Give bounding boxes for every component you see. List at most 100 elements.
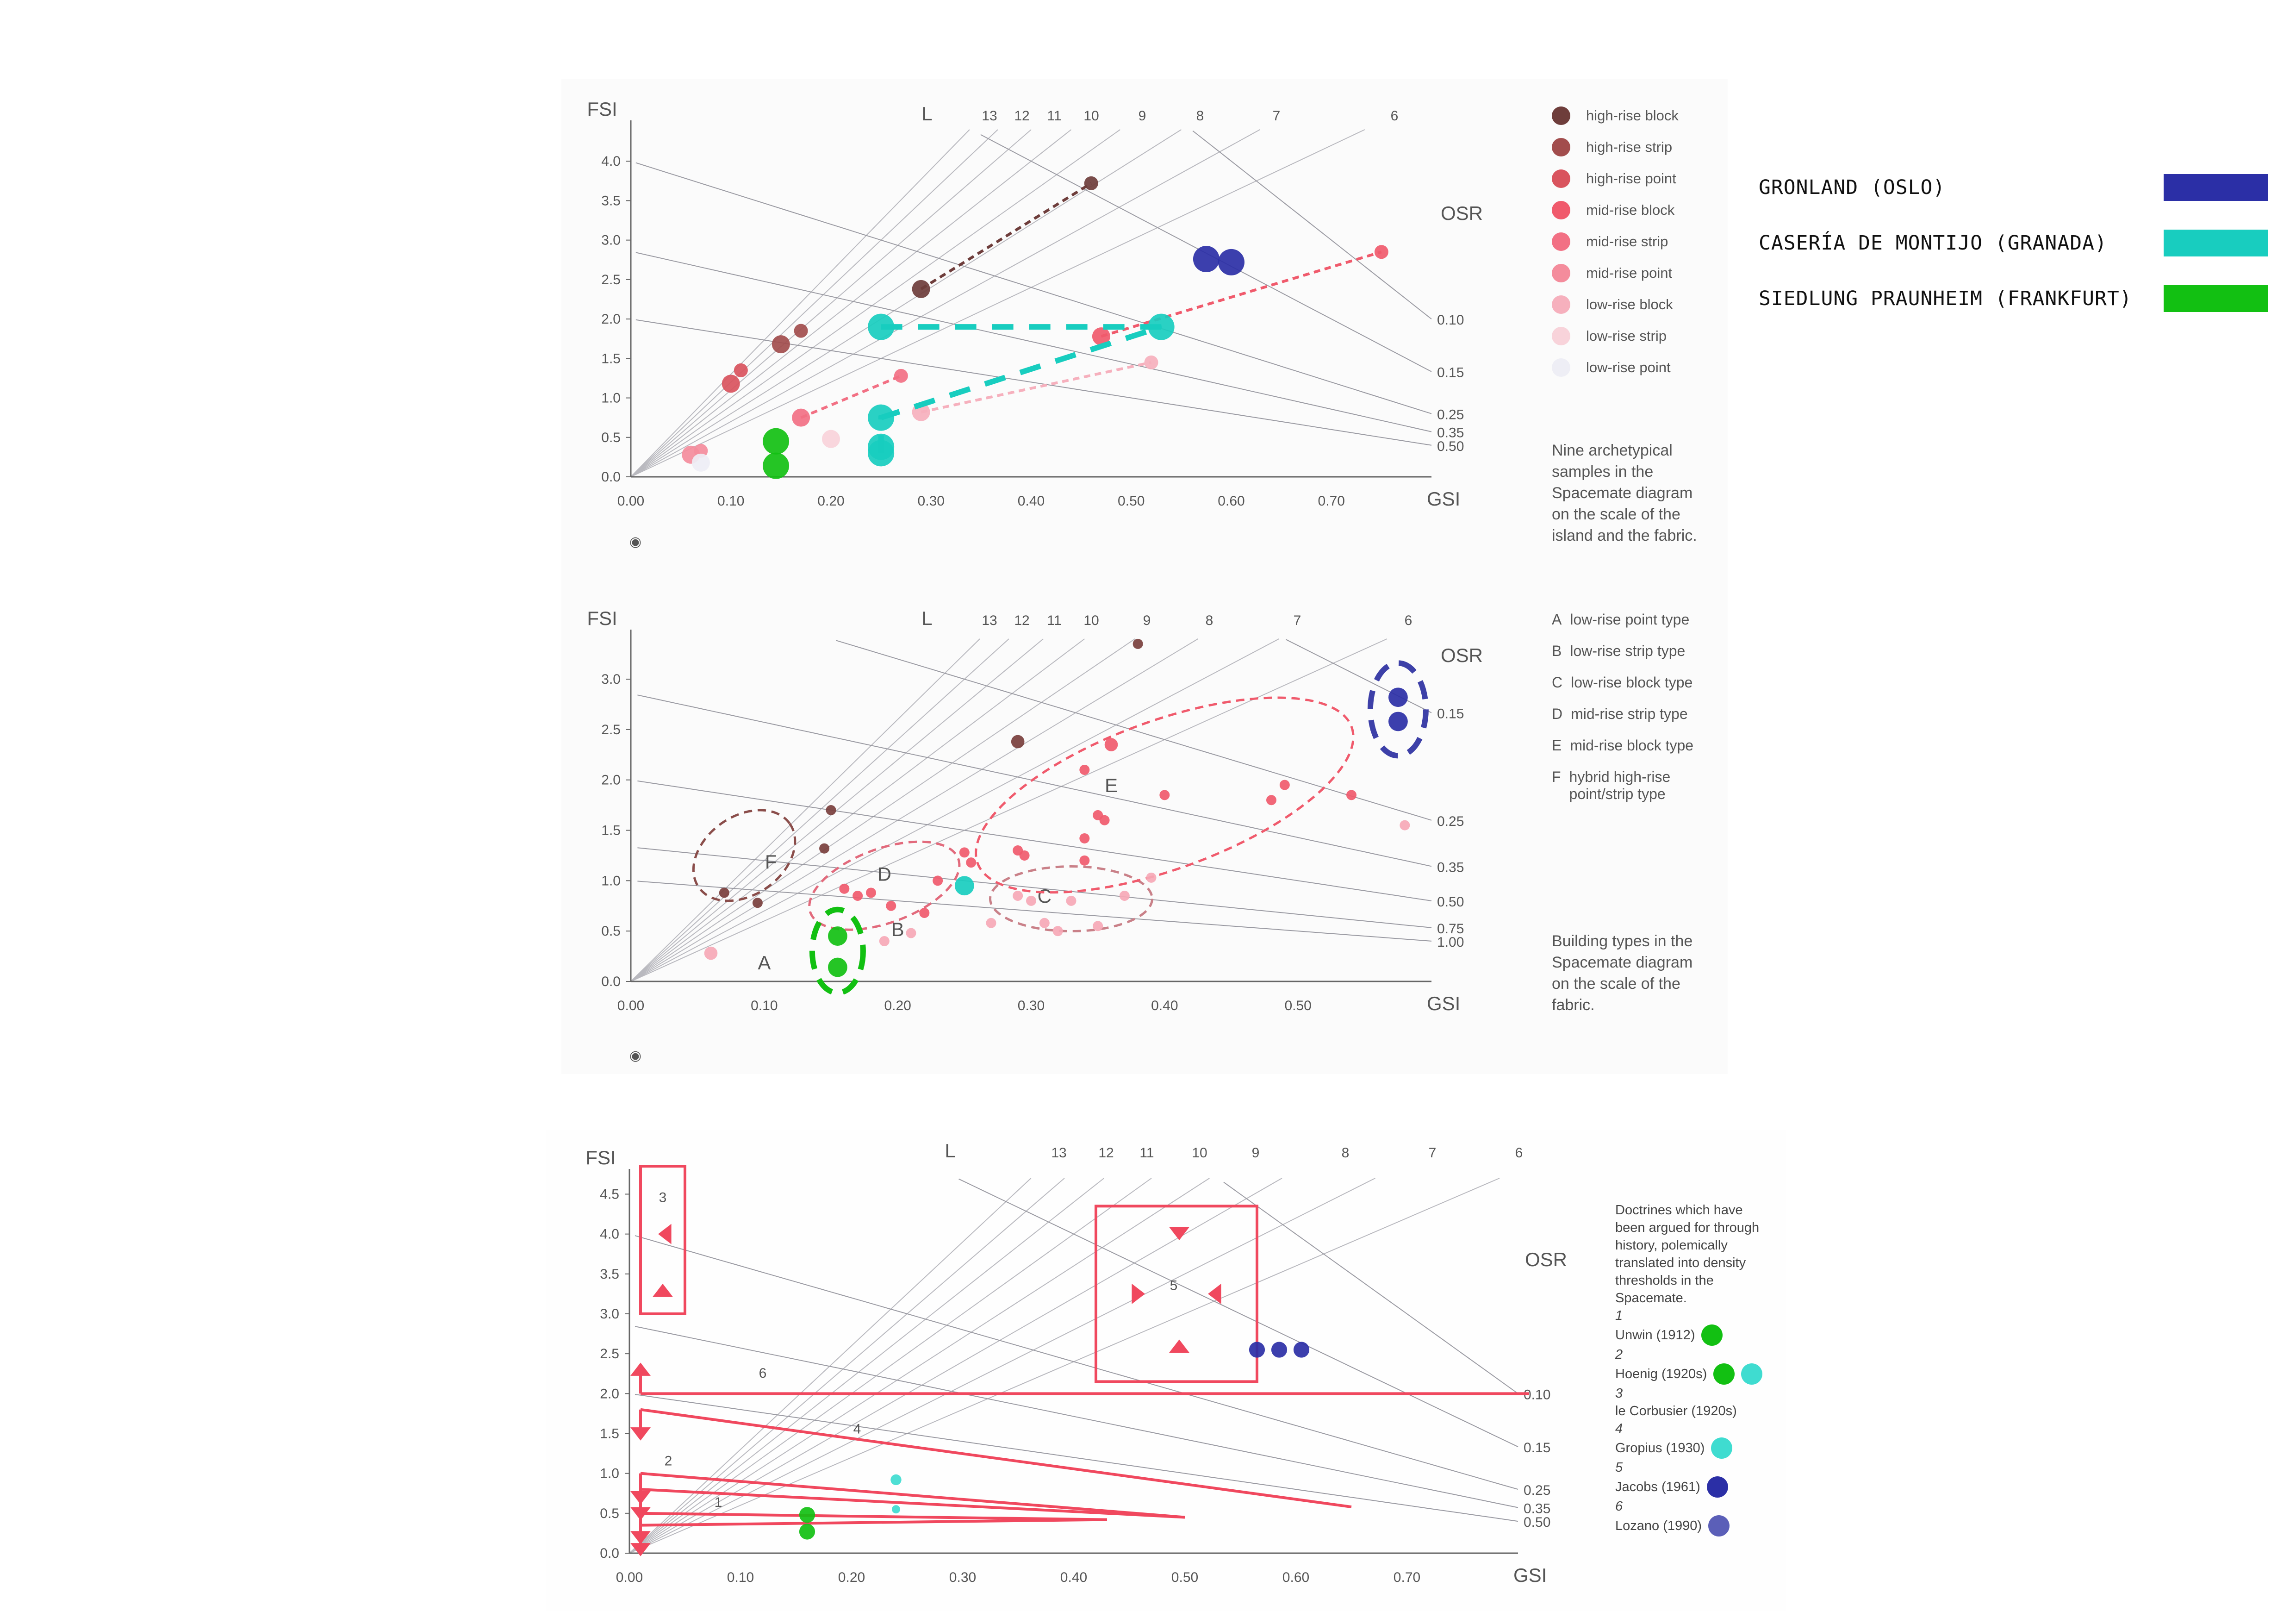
x-tick-label: 0.10: [717, 493, 744, 509]
data-point: [1400, 820, 1410, 831]
data-point: [959, 847, 970, 858]
spacemate-panel-building-types: 13 12 11 10 9 8 7 6 L 0.15 0.25 0.35 0.50 0.75 1.00 OSR…: [561, 574, 1728, 1074]
data-point: [1026, 895, 1036, 906]
x-axis-title: GSI: [1427, 488, 1460, 510]
doctrine-dot: [1701, 1324, 1723, 1346]
series-mid-rise: [839, 738, 1356, 918]
series-jacobs-1961-: [1249, 1342, 1310, 1358]
spacemate-panel-archetypes: 13 12 11 10 9 8 7 6 L 0.10 0.15 0.25 0.35 0.50 OSR 0.00…: [561, 79, 1728, 574]
l-value-label: 10: [1083, 108, 1099, 124]
y-tick-label: 2.0: [600, 1386, 619, 1401]
publisher-mark-icon: ◉: [629, 534, 641, 550]
y-tick-label: 3.5: [600, 1267, 619, 1282]
series-high-rise-block: [912, 176, 1098, 298]
legend-item: low-rise block: [1552, 295, 1673, 314]
osr-curve: [1286, 639, 1432, 713]
key-row: GRONLAND (OSLO): [1759, 174, 2268, 201]
data-point: [734, 363, 748, 377]
y-tick-label: 0.5: [601, 924, 621, 939]
l-ray: [629, 1178, 1282, 1554]
l-ray: [629, 1178, 1065, 1554]
data-point: [828, 926, 847, 946]
building-type-label: low-rise block type: [1571, 674, 1693, 691]
legend-dot: [1552, 295, 1570, 314]
doctrine-number-label: 1: [715, 1495, 722, 1510]
series-high-rise: [719, 638, 1143, 908]
data-point: [722, 375, 740, 393]
l-ray: [629, 1178, 1152, 1554]
legend-dot: [1552, 138, 1570, 156]
highlight-ring: [1367, 660, 1429, 759]
y-axis-title: FSI: [587, 98, 617, 120]
l-value-label: 6: [1515, 1145, 1523, 1161]
l-ray: [630, 129, 1365, 477]
doctrine-name: Jacobs (1961): [1615, 1480, 1700, 1494]
legend-label: low-rise block: [1586, 296, 1673, 312]
data-point: [1266, 795, 1276, 806]
osr-curve: [635, 319, 1432, 446]
grid-lines: [630, 129, 1432, 477]
l-value-label: 7: [1273, 108, 1281, 124]
y-tick-label: 2.0: [601, 312, 621, 327]
l-value-label: 12: [1098, 1145, 1114, 1161]
legend-item: low-rise point: [1552, 358, 1671, 377]
key-swatch: [2164, 285, 2268, 312]
threshold-arrow: [653, 1283, 673, 1297]
l-value-label: 13: [982, 108, 997, 124]
l-value-label: 11: [1047, 613, 1061, 628]
osr-curve: [637, 780, 1432, 901]
l-value-label: 9: [1252, 1145, 1260, 1161]
osr-value-label: 1.00: [1437, 935, 1464, 950]
data-point: [868, 404, 895, 431]
l-value-label: 10: [1192, 1145, 1207, 1161]
l-ray: [629, 1178, 1032, 1554]
archetype-caption: Nine archetypical samples in the Spacema…: [1552, 442, 1697, 544]
osr-value-label: 0.50: [1437, 439, 1464, 454]
series-caser-a-de-montijo-granada-: [954, 876, 974, 896]
y-tick-label: 1.0: [601, 391, 621, 406]
legend-label: low-rise point: [1586, 359, 1671, 375]
legend-dot: [1552, 169, 1570, 188]
threshold-arrow: [1208, 1283, 1221, 1304]
l-ray: [630, 129, 998, 477]
legend-item: mid-rise strip: [1552, 232, 1668, 251]
data-point: [1346, 790, 1356, 800]
building-type-label: mid-rise block type: [1570, 737, 1694, 754]
osr-curve: [836, 640, 1432, 821]
y-tick-label: 2.5: [601, 722, 621, 737]
osr-axis-title: OSR: [1441, 202, 1483, 224]
y-tick-label: 3.0: [600, 1306, 619, 1322]
legend-item: mid-rise point: [1552, 264, 1672, 282]
x-tick-label: 0.70: [1318, 493, 1345, 509]
data-point: [1104, 738, 1118, 751]
data-point: [1079, 764, 1090, 775]
data-point: [704, 946, 718, 960]
y-tick-label: 3.5: [601, 193, 621, 208]
l-ray: [629, 1178, 1105, 1554]
osr-curve: [635, 162, 1432, 414]
osr-value-label: 0.50: [1524, 1515, 1550, 1530]
osr-value-label: 0.75: [1437, 921, 1464, 937]
osr-value-label: 0.35: [1524, 1501, 1550, 1517]
x-tick-label: 0.30: [949, 1570, 976, 1585]
cluster-label: F: [765, 851, 777, 873]
x-tick-label: 0.30: [1018, 998, 1045, 1013]
data-point: [1039, 918, 1050, 928]
key-label: SIEDLUNG PRAUNHEIM (FRANKFURT): [1759, 287, 2132, 310]
l-value-label: 12: [1014, 613, 1029, 628]
threshold-box: [1095, 1205, 1258, 1383]
legend-dot: [1552, 106, 1570, 125]
osr-curve: [637, 881, 1432, 942]
x-tick-label: 0.50: [1284, 998, 1311, 1013]
cluster-label: B: [891, 918, 904, 940]
y-tick-label: 1.5: [601, 351, 621, 366]
data-point: [752, 898, 763, 908]
doctrine-number: 1: [1615, 1308, 1623, 1323]
data-point: [828, 957, 847, 977]
doctrines-legend: Doctrines which have been argued for thr…: [1615, 1201, 1768, 1537]
data-point: [868, 440, 895, 467]
l-value-label: 12: [1014, 108, 1029, 124]
data-point: [1092, 327, 1110, 346]
x-tick-label: 0.60: [1282, 1570, 1309, 1585]
